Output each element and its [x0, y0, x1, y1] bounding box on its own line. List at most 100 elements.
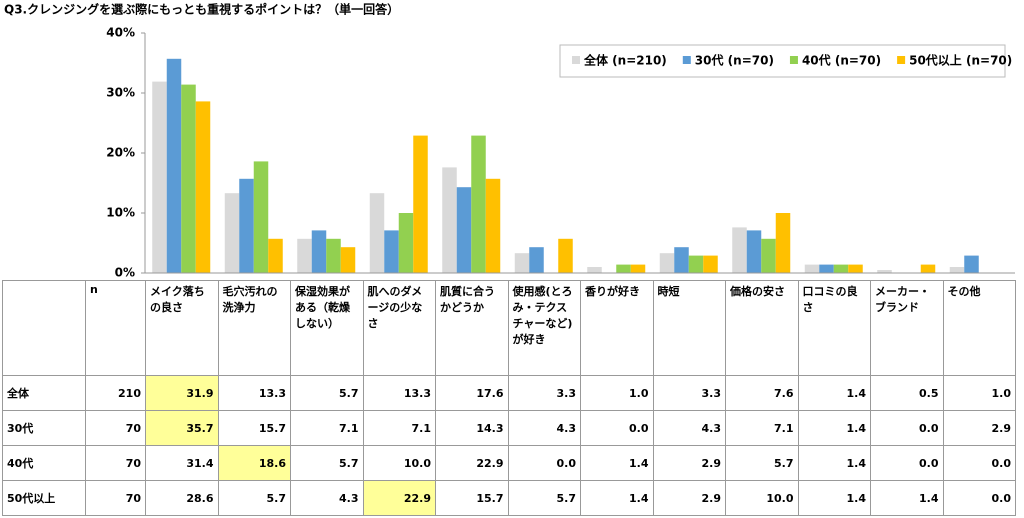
- bar: [920, 264, 936, 273]
- value-cell: 1.4: [580, 480, 654, 516]
- bar: [456, 187, 472, 273]
- value-cell: 31.4: [145, 445, 219, 481]
- bar: [819, 264, 834, 273]
- row-label: 50代以上: [2, 480, 86, 516]
- value-cell: 15.7: [217, 410, 291, 446]
- bar: [311, 230, 327, 273]
- value-cell: 2.9: [652, 445, 726, 481]
- bar: [761, 238, 776, 273]
- bar: [181, 84, 196, 273]
- bar: [949, 267, 965, 273]
- value-cell: 28.6: [145, 480, 219, 516]
- value-cell: 22.9: [362, 480, 436, 516]
- category-header: メーカー・ブランド: [870, 280, 944, 376]
- category-header: メイク落ちの良さ: [145, 280, 219, 376]
- bar: [398, 213, 414, 273]
- n-cell: 70: [85, 480, 146, 516]
- bar: [166, 58, 182, 273]
- value-cell: 1.4: [870, 480, 944, 516]
- data-row: 全体 210 31.9 13.3 5.7 13.3 17.6 3.3 1.0 3.3 7.6 1.4 0…: [2, 375, 1016, 411]
- value-cell: 5.7: [507, 480, 581, 516]
- value-cell: 17.6: [435, 375, 509, 411]
- category-header: 肌質に合うかどうか: [435, 280, 509, 376]
- bar: [848, 264, 863, 273]
- header-row: n メイク落ちの良さ 毛穴汚れの洗浄力 保湿効果がある（乾燥しない） 肌へのダメージの少…: [2, 280, 1016, 376]
- value-cell: 5.7: [290, 375, 364, 411]
- value-cell: 5.7: [217, 480, 291, 516]
- legend-label: 30代 (n=70): [695, 53, 774, 68]
- bar: [253, 161, 269, 273]
- bar: [877, 270, 892, 273]
- value-cell: 2.9: [942, 410, 1016, 446]
- value-cell: 4.3: [507, 410, 581, 446]
- value-cell: 0.0: [870, 410, 944, 446]
- value-cell: 1.4: [797, 480, 871, 516]
- value-cell: 0.0: [507, 445, 581, 481]
- n-cell: 70: [85, 445, 146, 481]
- legend-swatch: [789, 56, 798, 64]
- bar: [514, 253, 530, 273]
- bar: [297, 238, 312, 273]
- bar: [804, 264, 820, 273]
- bar: [268, 238, 283, 273]
- category-header: 香りが好き: [580, 280, 654, 376]
- bar: [384, 230, 399, 273]
- value-cell: 2.9: [652, 480, 726, 516]
- value-cell: 3.3: [507, 375, 581, 411]
- row-label: 40代: [2, 445, 86, 481]
- value-cell: 14.3: [435, 410, 509, 446]
- bar: [659, 253, 675, 273]
- value-cell: 10.0: [725, 480, 799, 516]
- row-label: 全体: [2, 375, 86, 411]
- bar: [195, 101, 211, 274]
- bar: [471, 135, 486, 273]
- category-header: 時短: [652, 280, 726, 376]
- bar: [833, 264, 849, 273]
- value-cell: 1.4: [797, 445, 871, 481]
- value-cell: 5.7: [290, 445, 364, 481]
- value-cell: 35.7: [145, 410, 219, 446]
- data-row: 40代 70 31.4 18.6 5.7 10.0 22.9 0.0 1.4 2.9 5.7 1.4 0…: [2, 445, 1016, 481]
- value-cell: 22.9: [435, 445, 509, 481]
- chart-title: Q3.クレンジングを選ぶ際にもっとも重視するポイントは？（単一回答）: [4, 2, 399, 17]
- bar: [152, 81, 167, 273]
- y-tick-label: 40%: [106, 26, 135, 40]
- value-cell: 4.3: [652, 410, 726, 446]
- value-cell: 7.1: [725, 410, 799, 446]
- bar: [964, 255, 979, 273]
- value-cell: 13.3: [362, 375, 436, 411]
- bar: [674, 247, 689, 273]
- legend-label: 全体 (n=210): [583, 53, 667, 68]
- legend-swatch: [897, 56, 906, 64]
- y-tick-label: 20%: [106, 146, 135, 160]
- bar: [340, 247, 356, 273]
- bar: [630, 264, 646, 273]
- data-row: 50代以上 70 28.6 5.7 4.3 22.9 15.7 5.7 1.4 2.9 10.0 1.…: [2, 480, 1016, 516]
- value-cell: 13.3: [217, 375, 291, 411]
- value-cell: 7.1: [362, 410, 436, 446]
- value-cell: 15.7: [435, 480, 509, 516]
- bar: [442, 167, 457, 273]
- category-header: その他: [942, 280, 1016, 376]
- value-cell: 1.0: [942, 375, 1016, 411]
- bar: [703, 255, 718, 273]
- category-header: 使用感(とろみ・テクスチャーなど)が好き: [507, 280, 581, 376]
- bar: [369, 193, 385, 273]
- value-cell: 1.0: [580, 375, 654, 411]
- bar: [746, 230, 762, 273]
- value-cell: 0.0: [942, 480, 1016, 516]
- value-cell: 5.7: [725, 445, 799, 481]
- bar: [732, 227, 747, 273]
- bar: [775, 213, 791, 273]
- bar: [224, 193, 240, 273]
- y-tick-label: 30%: [106, 86, 135, 100]
- category-header: 毛穴汚れの洗浄力: [217, 280, 291, 376]
- bar: [413, 135, 428, 273]
- y-tick-label: 0%: [115, 266, 135, 280]
- category-header: 価格の安さ: [725, 280, 799, 376]
- row-label: 30代: [2, 410, 86, 446]
- value-cell: 4.3: [290, 480, 364, 516]
- bar: [688, 255, 704, 273]
- bar: [529, 247, 544, 273]
